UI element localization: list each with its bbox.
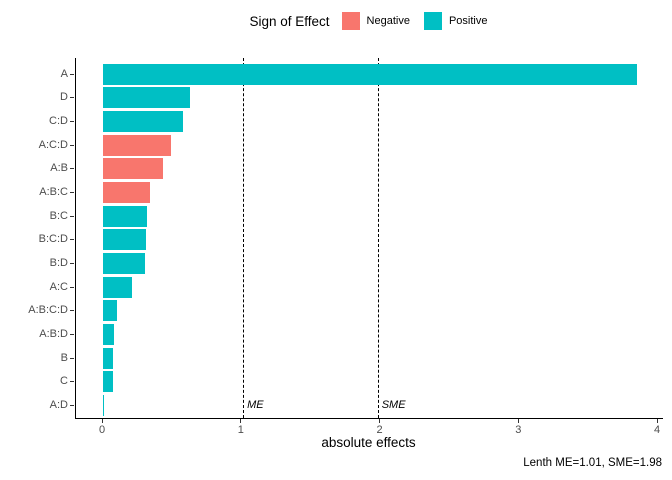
reference-line-label-sme: SME [381,399,406,411]
bar-A [103,63,638,85]
y-tick-label-A: A [60,67,68,80]
y-tick-label-C:D: C:D [49,114,68,127]
y-tick-mark-A:B:D [70,333,74,335]
bar-A:C:D [103,134,171,156]
caption-lenth-values: Lenth ME=1.01, SME=1.98 [523,457,662,469]
x-tick-mark-1 [240,419,242,423]
legend: Sign of Effect Negative Positive [75,6,662,36]
y-tick-mark-B [70,357,74,359]
y-tick-label-B: B [60,351,68,364]
y-tick-mark-C [70,381,74,383]
y-tick-label-A:B:D: A:B:D [39,327,68,340]
x-tick-label-1: 1 [237,424,244,436]
bar-B:C:D [103,229,146,251]
legend-item-negative: Negative [341,12,410,30]
y-tick-mark-A:B [70,168,74,170]
y-tick-label-A:D: A:D [49,399,68,412]
y-tick-mark-A:D [70,405,74,407]
bar-D [103,87,191,109]
y-tick-mark-A:C:D [70,144,74,146]
y-tick-mark-A:B:C [70,191,74,193]
y-tick-mark-A:C [70,286,74,288]
y-tick-label-B:C: B:C [49,209,68,222]
bar-A:D [103,395,104,417]
reference-line-sme [377,58,379,418]
bar-B:C [103,205,148,227]
legend-label-positive: Positive [448,15,488,27]
x-tick-mark-3 [517,419,519,423]
x-tick-label-3: 3 [515,424,522,436]
y-tick-label-B:D: B:D [49,256,68,269]
negative-swatch-icon [341,12,360,30]
x-tick-mark-0 [101,419,103,423]
bar-C:D [103,110,184,132]
bar-A:C [103,276,133,298]
y-tick-label-C: C [60,375,68,388]
positive-swatch-icon [423,12,442,30]
plot-panel: ME SME [75,58,663,419]
y-tick-mark-A [70,73,74,75]
bar-A:B [103,158,163,180]
legend-label-negative: Negative [366,15,410,27]
y-tick-label-A:C:D: A:C:D [38,138,68,151]
y-tick-mark-B:C:D [70,239,74,241]
y-tick-label-A:B: A:B [50,162,68,175]
reference-line-me [243,58,245,418]
y-tick-label-D: D [60,91,68,104]
y-tick-label-A:B:C:D: A:B:C:D [28,304,68,317]
y-tick-label-A:C: A:C [49,280,68,293]
x-tick-mark-2 [379,419,380,423]
y-tick-label-A:B:C: A:B:C [39,185,68,198]
bar-B:D [103,252,145,274]
bar-B [103,347,114,369]
bar-A:B:C:D [103,300,117,322]
reference-line-label-me: ME [247,399,264,411]
y-tick-mark-D [70,97,74,99]
legend-item-positive: Positive [423,12,488,30]
x-axis-title: absolute effects [321,435,416,450]
y-tick-mark-B:C [70,215,74,217]
x-tick-label-0: 0 [98,424,106,436]
bar-C [103,371,113,393]
y-tick-mark-C:D [70,120,74,122]
legend-title: Sign of Effect [249,13,330,29]
x-tick-mark-4 [656,419,658,423]
x-tick-label-4: 4 [653,424,661,436]
bar-A:B:C [103,181,151,203]
x-tick-label-2: 2 [376,424,383,436]
y-tick-mark-B:D [70,262,74,264]
y-tick-label-B:C:D: B:C:D [38,233,68,246]
bar-A:B:D [103,323,115,345]
y-tick-mark-A:B:C:D [70,310,74,312]
